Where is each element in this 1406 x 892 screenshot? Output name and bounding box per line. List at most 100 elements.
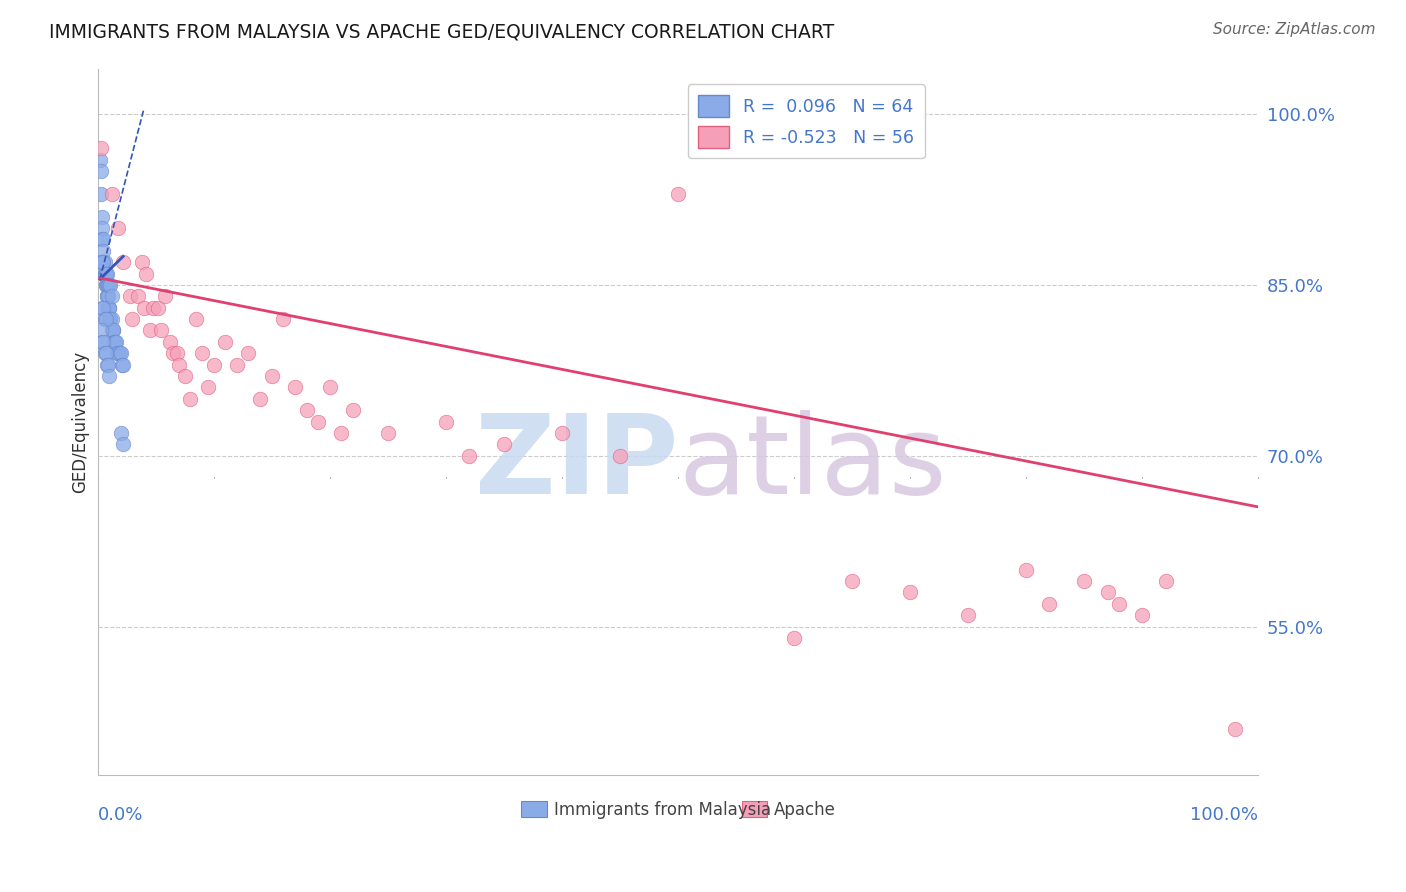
Point — [319, 380, 342, 394]
Point — [93, 255, 115, 269]
Legend: R =  0.096   N = 64, R = -0.523   N = 56: R = 0.096 N = 64, R = -0.523 N = 56 — [688, 84, 925, 159]
Point — [1073, 574, 1095, 588]
Point — [96, 358, 118, 372]
Point — [131, 255, 153, 269]
Text: ZIP: ZIP — [475, 410, 678, 517]
Text: 100.0%: 100.0% — [1191, 806, 1258, 824]
Point — [377, 425, 399, 440]
Point — [107, 221, 129, 235]
Point — [90, 141, 112, 155]
Point — [132, 301, 155, 315]
Point — [93, 334, 115, 349]
Point — [112, 437, 135, 451]
Point — [107, 346, 129, 360]
Point — [179, 392, 201, 406]
Point — [103, 334, 125, 349]
Point — [111, 358, 134, 372]
Text: Apache: Apache — [775, 801, 837, 819]
Point — [91, 334, 114, 349]
Point — [458, 449, 481, 463]
Point — [101, 323, 124, 337]
Point — [91, 301, 114, 315]
Point — [93, 255, 115, 269]
Point — [1108, 597, 1130, 611]
Point — [162, 346, 184, 360]
Text: atlas: atlas — [678, 410, 946, 517]
Text: IMMIGRANTS FROM MALAYSIA VS APACHE GED/EQUIVALENCY CORRELATION CHART: IMMIGRANTS FROM MALAYSIA VS APACHE GED/E… — [49, 22, 834, 41]
Point — [159, 334, 181, 349]
Point — [260, 369, 283, 384]
Point — [1130, 608, 1153, 623]
Point — [101, 323, 124, 337]
Point — [96, 277, 118, 292]
Point — [841, 574, 863, 588]
Point — [91, 232, 114, 246]
Point — [139, 323, 162, 337]
Point — [98, 369, 121, 384]
Point — [98, 301, 121, 315]
Y-axis label: GED/Equivalency: GED/Equivalency — [72, 351, 89, 492]
Point — [89, 153, 111, 167]
Point — [284, 380, 307, 394]
Point — [96, 267, 118, 281]
Point — [167, 358, 190, 372]
Point — [898, 585, 921, 599]
Point — [93, 346, 115, 360]
Point — [1154, 574, 1177, 588]
Point — [91, 255, 114, 269]
Point — [94, 346, 117, 360]
Point — [238, 346, 260, 360]
Point — [93, 267, 115, 281]
Point — [609, 449, 631, 463]
Point — [91, 221, 114, 235]
Point — [307, 415, 329, 429]
Point — [104, 334, 127, 349]
Point — [150, 323, 173, 337]
Point — [1225, 722, 1247, 736]
Point — [94, 277, 117, 292]
Point — [98, 312, 121, 326]
Point — [94, 267, 117, 281]
Point — [93, 244, 115, 258]
Point — [100, 289, 122, 303]
Point — [166, 346, 188, 360]
Point — [330, 425, 353, 440]
Point — [135, 267, 157, 281]
Point — [197, 380, 219, 394]
Point — [214, 334, 236, 349]
Point — [434, 415, 457, 429]
Point — [96, 289, 118, 303]
Point — [97, 289, 120, 303]
Point — [90, 186, 112, 201]
Point — [100, 312, 122, 326]
Point — [112, 255, 135, 269]
Point — [957, 608, 980, 623]
Point — [342, 403, 364, 417]
Point — [110, 346, 132, 360]
Point — [1015, 563, 1038, 577]
Point — [94, 267, 117, 281]
Point — [666, 186, 689, 201]
Point — [90, 164, 112, 178]
Point — [97, 277, 120, 292]
Point — [153, 289, 176, 303]
Point — [551, 425, 574, 440]
Point — [108, 346, 131, 360]
Point — [142, 301, 165, 315]
Point — [202, 358, 225, 372]
Point — [94, 277, 117, 292]
Point — [93, 232, 115, 246]
Point — [225, 358, 247, 372]
Point — [121, 312, 143, 326]
Text: Source: ZipAtlas.com: Source: ZipAtlas.com — [1212, 22, 1375, 37]
Point — [93, 255, 115, 269]
Point — [97, 358, 120, 372]
Bar — [742, 801, 768, 817]
Point — [783, 631, 806, 645]
Point — [91, 210, 114, 224]
Point — [105, 334, 128, 349]
Text: Immigrants from Malaysia: Immigrants from Malaysia — [554, 801, 770, 819]
Point — [120, 289, 142, 303]
Point — [173, 369, 195, 384]
Point — [97, 301, 120, 315]
